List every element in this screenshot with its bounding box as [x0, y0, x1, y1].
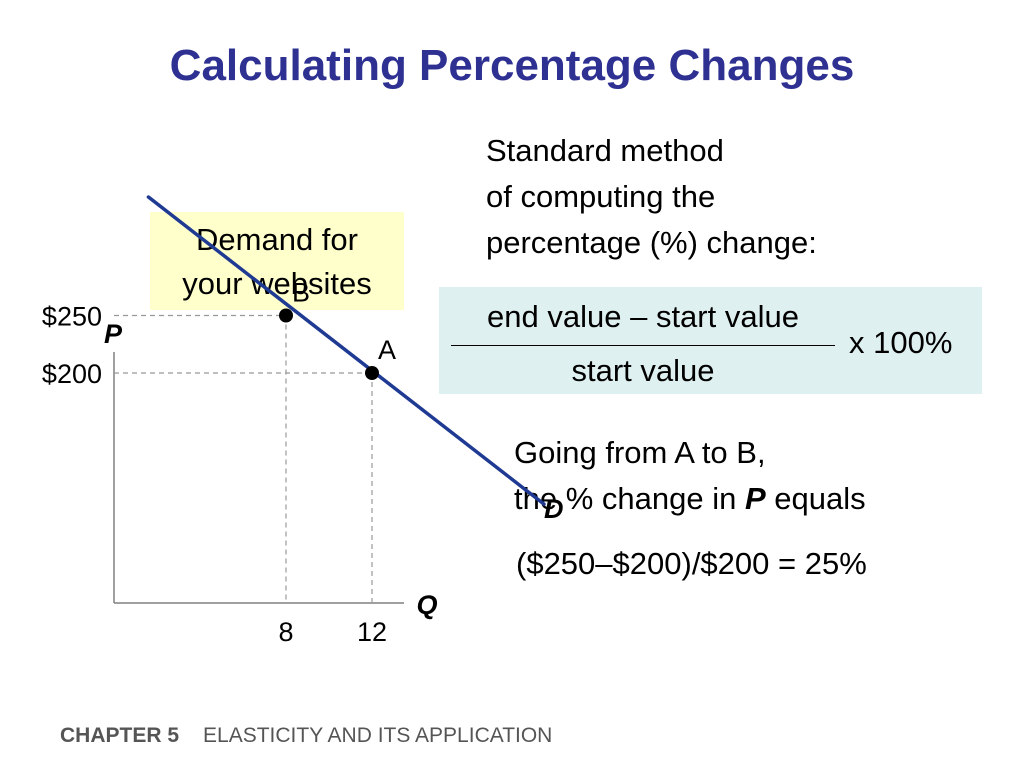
- point-a: [365, 366, 379, 380]
- x-tick-label: 8: [278, 617, 293, 647]
- method-line-1: Standard method: [486, 133, 724, 168]
- point-label-a: A: [378, 335, 396, 365]
- demand-curve-label: D: [544, 494, 564, 524]
- demand-label-box: Demand for your websites: [150, 212, 404, 310]
- x-axis-label: Q: [416, 590, 437, 620]
- slide-title: Calculating Percentage Changes: [169, 41, 855, 90]
- going-line-2: the % change in P equals: [514, 476, 866, 522]
- point-label-b: B: [292, 278, 310, 308]
- going-line-2-variable: P: [744, 481, 766, 516]
- formula-fraction-bar: [451, 345, 835, 346]
- result-equation: ($250–$200)/$200 = 25%: [516, 546, 867, 581]
- demand-label-line-1: Demand for: [196, 222, 358, 257]
- going-line-2-suffix: equals: [765, 481, 866, 516]
- demand-curve: [146, 195, 546, 506]
- method-description: Standard method of computing the percent…: [486, 128, 817, 266]
- method-line-3: percentage (%) change:: [486, 225, 817, 260]
- footer-chapter: CHAPTER 5: [60, 724, 180, 747]
- y-tick-label: $250: [42, 302, 102, 332]
- method-line-2: of computing the: [486, 179, 716, 214]
- y-axis-label: P: [104, 319, 123, 349]
- going-from-text: Going from A to B, the % change in P equ…: [514, 430, 866, 522]
- footer: CHAPTER 5 ELASTICITY AND ITS APPLICATION: [60, 722, 552, 750]
- formula-multiplier: x 100%: [849, 325, 953, 360]
- footer-course-title: ELASTICITY AND ITS APPLICATION: [203, 724, 553, 747]
- going-line-1: Going from A to B,: [514, 435, 766, 470]
- formula-denominator: start value: [571, 353, 715, 388]
- x-tick-label: 12: [357, 617, 387, 647]
- formula-numerator: end value – start value: [487, 299, 799, 334]
- y-tick-label: $200: [42, 359, 102, 389]
- formula-box: end value – start value start value x 10…: [439, 287, 982, 394]
- going-line-2-prefix: the % change in: [514, 481, 745, 516]
- point-b: [279, 308, 293, 323]
